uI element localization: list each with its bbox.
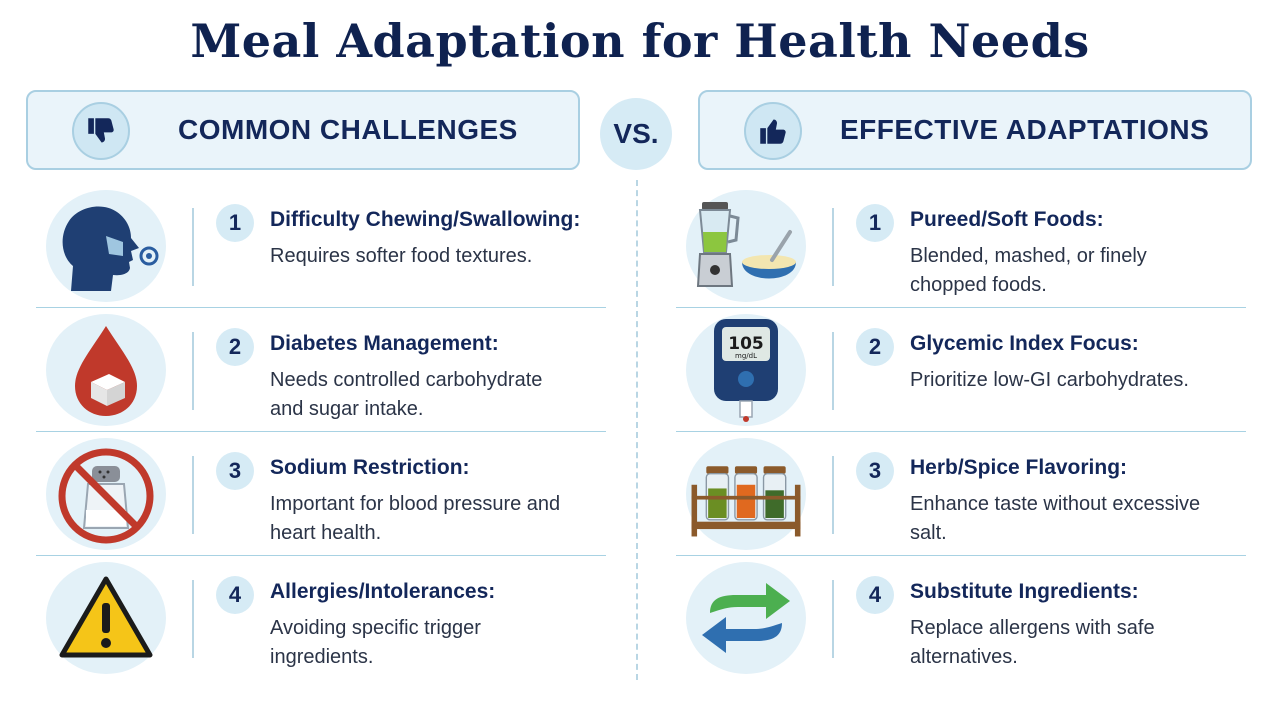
adaptation-item: 4 Substitute Ingredients: Replace allerg… xyxy=(676,556,1246,680)
thumbs-up-icon xyxy=(744,102,802,160)
meter-value: 105 xyxy=(728,334,764,354)
item-title: Diabetes Management: xyxy=(270,332,499,355)
row-separator xyxy=(36,431,606,432)
row-divider-line xyxy=(192,332,194,410)
challenge-item: 4 Allergies/Intolerances: Avoiding speci… xyxy=(36,556,606,680)
item-title: Herb/Spice Flavoring: xyxy=(910,456,1128,479)
row-separator xyxy=(676,555,1246,556)
spice-rack-icon xyxy=(686,438,806,550)
challenges-heading: COMMON CHALLENGES xyxy=(178,114,518,145)
item-description: Needs controlled carbohydrate and sugar … xyxy=(270,369,543,420)
item-description: Requires softer food textures. xyxy=(270,245,533,267)
row-divider-line xyxy=(192,208,194,286)
item-title: Sodium Restriction: xyxy=(270,456,470,479)
item-number: 2 xyxy=(856,328,894,366)
warning-icon xyxy=(46,562,166,674)
row-separator xyxy=(36,555,606,556)
item-description: Replace allergens with safe alternatives… xyxy=(910,617,1155,668)
item-title: Pureed/Soft Foods: xyxy=(910,208,1104,231)
vs-badge: VS. xyxy=(600,98,672,170)
item-description: Avoiding specific trigger ingredients. xyxy=(270,617,481,668)
row-divider-line xyxy=(192,580,194,658)
adaptations-heading: EFFECTIVE ADAPTATIONS xyxy=(840,114,1210,145)
row-divider-line xyxy=(192,456,194,534)
row-separator xyxy=(676,431,1246,432)
adaptation-item: 1 Pureed/Soft Foods: Blended, mashed, or… xyxy=(676,184,1246,308)
head-profile-icon xyxy=(46,190,166,302)
meter-unit: mg/dL xyxy=(735,352,757,360)
row-divider-line xyxy=(832,456,834,534)
item-number: 3 xyxy=(216,452,254,490)
item-description: Enhance taste without excessive salt. xyxy=(910,493,1201,544)
no-salt-icon xyxy=(46,438,166,550)
item-number: 1 xyxy=(216,204,254,242)
challenges-header: COMMON CHALLENGES xyxy=(26,90,580,170)
blood-drop-sugar-icon xyxy=(46,314,166,426)
thumbs-down-icon xyxy=(72,102,130,160)
blender-bowl-icon xyxy=(686,190,806,302)
item-description: Important for blood pressure and heart h… xyxy=(270,493,561,544)
item-number: 4 xyxy=(216,576,254,614)
challenge-item: 2 Diabetes Management: Needs controlled … xyxy=(36,308,606,432)
item-number: 3 xyxy=(856,452,894,490)
row-divider-line xyxy=(832,208,834,286)
challenge-item: 1 Difficulty Chewing/Swallowing: Require… xyxy=(36,184,606,308)
glucose-meter-icon: 105 mg/dL xyxy=(686,314,806,426)
item-title: Substitute Ingredients: xyxy=(910,580,1139,603)
item-description: Blended, mashed, or finely chopped foods… xyxy=(910,245,1147,296)
item-title: Difficulty Chewing/Swallowing: xyxy=(270,208,581,231)
row-separator xyxy=(36,307,606,308)
adaptation-item: 105 mg/dL 2 Glycemic Index Focus: Priori… xyxy=(676,308,1246,432)
row-separator xyxy=(676,307,1246,308)
page-title: Meal Adaptation for Health Needs xyxy=(190,14,1090,68)
item-title: Glycemic Index Focus: xyxy=(910,332,1139,355)
item-number: 1 xyxy=(856,204,894,242)
item-number: 4 xyxy=(856,576,894,614)
swap-arrows-icon xyxy=(686,562,806,674)
row-divider-line xyxy=(832,580,834,658)
adaptations-header: EFFECTIVE ADAPTATIONS xyxy=(698,90,1252,170)
center-divider xyxy=(636,180,638,680)
item-description: Prioritize low-GI carbohydrates. xyxy=(910,369,1189,391)
challenge-item: 3 Sodium Restriction: Important for bloo… xyxy=(36,432,606,556)
adaptation-item: 3 Herb/Spice Flavoring: Enhance taste wi… xyxy=(676,432,1246,556)
item-title: Allergies/Intolerances: xyxy=(270,580,496,603)
item-number: 2 xyxy=(216,328,254,366)
row-divider-line xyxy=(832,332,834,410)
